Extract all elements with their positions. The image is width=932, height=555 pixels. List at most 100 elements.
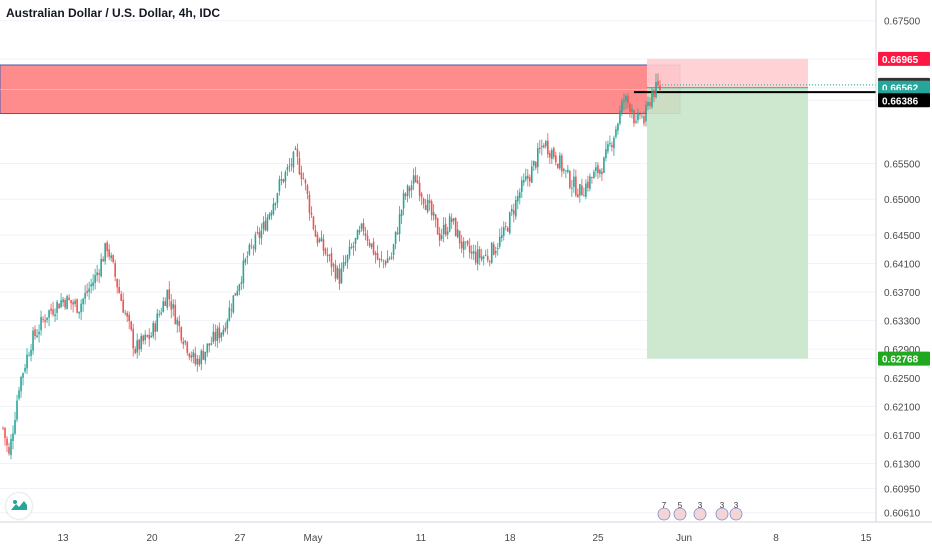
time-tick-label: 11 <box>416 533 427 544</box>
candle-body <box>28 355 30 357</box>
candle-body <box>266 217 269 231</box>
candle-body <box>476 249 479 264</box>
candle-body <box>342 262 345 269</box>
candle-body <box>398 214 401 235</box>
candle-body <box>218 327 221 339</box>
candle-body <box>206 343 209 353</box>
candle-body <box>549 152 551 158</box>
candle-body <box>506 227 509 232</box>
candle-body <box>78 311 80 314</box>
candle-body <box>54 314 56 317</box>
candle-body <box>571 187 573 189</box>
candle-body <box>250 245 253 247</box>
candle-body <box>268 214 271 219</box>
candle-body <box>651 91 653 107</box>
candle-body <box>118 287 120 293</box>
price-tick-label: 0.63300 <box>884 317 921 328</box>
price-tick-label: 0.60950 <box>884 484 921 495</box>
candle-body <box>200 350 203 365</box>
candle-body <box>563 168 565 171</box>
candle-body <box>472 251 475 254</box>
candle-body <box>531 166 533 183</box>
candle-body <box>18 390 20 399</box>
time-tick-label: 8 <box>773 533 779 544</box>
candle-body <box>138 339 141 350</box>
candle-body <box>376 252 379 260</box>
price-tick-label: 0.64500 <box>884 231 921 242</box>
candle-body <box>184 340 187 343</box>
candle-body <box>94 275 96 283</box>
candle-body <box>492 244 495 255</box>
candle-body <box>274 203 277 206</box>
candle-body <box>535 162 537 168</box>
candle-body <box>500 235 503 238</box>
price-label-bg <box>878 351 930 366</box>
candle-body <box>108 249 110 257</box>
logo-icon <box>11 500 27 510</box>
candle-body <box>436 218 439 235</box>
candle-body <box>286 167 289 171</box>
candle-body <box>396 232 399 235</box>
candle-body <box>370 243 373 248</box>
candle-body <box>372 241 375 255</box>
candle-body <box>330 253 333 268</box>
time-tick-label: 27 <box>234 533 246 544</box>
candle-body <box>26 354 28 369</box>
candle-body <box>567 169 569 173</box>
candle-body <box>504 226 507 227</box>
candle-body <box>52 309 54 315</box>
candle-body <box>308 194 311 213</box>
candle-body <box>605 149 607 159</box>
candle-body <box>150 335 153 338</box>
candle-body <box>174 304 177 325</box>
candle-body <box>637 112 639 121</box>
candle-body <box>557 163 559 169</box>
event-count-label: 3 <box>698 501 703 510</box>
candle-body <box>144 334 147 341</box>
candle-body <box>484 254 487 256</box>
price-tick-label: 0.61300 <box>884 459 921 470</box>
candle-body <box>278 179 281 192</box>
candle-body <box>360 223 363 229</box>
candle-body <box>14 419 16 434</box>
candle-body <box>302 178 305 180</box>
candle-body <box>276 193 279 203</box>
candle-body <box>170 301 173 310</box>
candle-body <box>595 167 597 171</box>
candle-body <box>304 179 307 184</box>
candle-body <box>641 115 643 117</box>
candle-body <box>188 353 191 357</box>
candle-body <box>234 293 237 296</box>
candle-body <box>446 231 449 235</box>
candle-body <box>512 210 515 215</box>
candle-body <box>292 151 295 168</box>
candle-body <box>258 231 261 238</box>
candle-body <box>597 165 599 174</box>
candle-body <box>24 367 26 372</box>
price-tick-label: 0.64100 <box>884 259 921 270</box>
candle-body <box>6 438 8 446</box>
candle-body <box>44 320 46 322</box>
candle-body <box>354 238 357 244</box>
candle-body <box>368 242 371 246</box>
candle-body <box>136 340 139 353</box>
take-profit-zone <box>647 87 808 359</box>
candle-body <box>248 244 251 255</box>
time-tick-label: 25 <box>592 533 604 544</box>
economic-event-icon <box>693 507 707 521</box>
candle-body <box>326 254 329 257</box>
candle-body <box>70 300 72 304</box>
candle-body <box>520 180 523 192</box>
candle-body <box>288 165 291 167</box>
candle-body <box>384 261 387 265</box>
candle-body <box>214 332 217 341</box>
candle-body <box>112 255 114 263</box>
candle-body <box>92 282 94 286</box>
candle-body <box>635 120 637 123</box>
candle-body <box>130 321 132 330</box>
tradingview-logo[interactable] <box>6 493 32 519</box>
candle-body <box>272 203 275 215</box>
candle-body <box>438 233 441 241</box>
candle-body <box>418 182 421 196</box>
